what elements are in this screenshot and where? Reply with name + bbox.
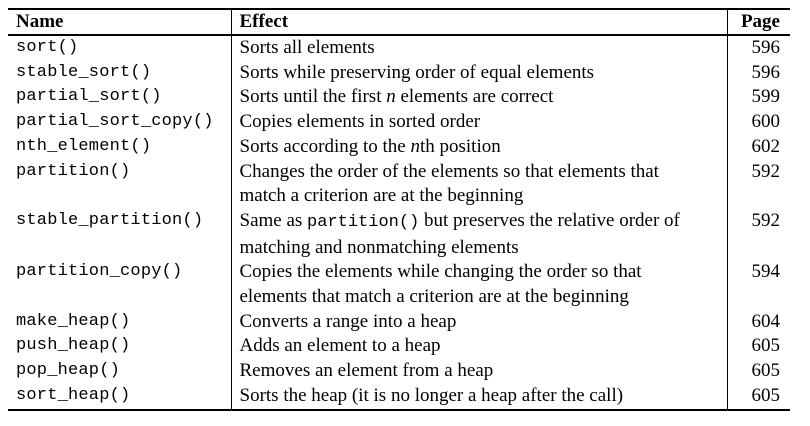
algorithm-page: 605 xyxy=(727,383,790,411)
algorithm-name: partition_copy() xyxy=(8,260,232,310)
table-row: push_heap() Adds an element to a heap 60… xyxy=(8,334,790,360)
effect-italic-n: n xyxy=(410,135,420,157)
algorithm-page: 605 xyxy=(751,335,781,357)
algorithm-effect: Removes an element from a heap xyxy=(231,359,728,384)
algorithm-name: make_heap() xyxy=(8,309,232,335)
effect-text: Sorts according to the xyxy=(239,135,411,157)
algorithm-page: 604 xyxy=(751,310,781,332)
effect-line: Same as partition() but preserves the re… xyxy=(240,209,717,236)
table-row: sort() Sorts all elements 596 xyxy=(8,35,790,61)
table-row: stable_partition() Same as partition() b… xyxy=(8,208,790,261)
table-row: partial_sort_copy() Copies elements in s… xyxy=(8,110,790,135)
effect-line: Changes the order of the elements so tha… xyxy=(239,160,659,182)
algorithm-page: 599 xyxy=(751,86,781,108)
effect-text: elements are correct xyxy=(395,86,554,108)
algorithm-name: nth_element() xyxy=(8,134,232,160)
header-effect: Effect xyxy=(231,8,728,36)
algorithm-name: partial_sort_copy() xyxy=(8,110,232,135)
algorithm-name: pop_heap() xyxy=(8,359,232,384)
algorithm-effect: Copies elements in sorted order xyxy=(231,110,728,135)
effect-line: match a criterion are at the beginning xyxy=(239,185,524,207)
header-page: Page xyxy=(727,8,790,36)
algorithm-effect: Sorts according to the nth position xyxy=(231,134,728,160)
algorithm-page: 594 xyxy=(751,261,781,283)
effect-line: matching and nonmatching elements xyxy=(239,236,519,258)
effect-text: Same as xyxy=(239,209,308,231)
effect-code: partition() xyxy=(307,212,420,232)
algorithm-effect: Sorts all elements xyxy=(231,35,728,61)
algorithm-page: 605 xyxy=(751,360,781,382)
effect-italic-n: n xyxy=(386,86,396,108)
table-header-row: Name Effect Page xyxy=(8,8,790,36)
algorithm-name: stable_partition() xyxy=(8,208,232,261)
table-row: nth_element() Sorts according to the nth… xyxy=(8,134,790,160)
algorithm-name: partial_sort() xyxy=(8,85,232,111)
effect-text: th position xyxy=(419,135,501,157)
algorithm-effect: Sorts the heap (it is no longer a heap a… xyxy=(231,383,728,411)
algorithm-page: 592 xyxy=(751,160,781,182)
algorithm-effect: Same as partition() but preserves the re… xyxy=(231,208,728,261)
header-name: Name xyxy=(8,8,232,36)
table-row: stable_sort() Sorts while preserving ord… xyxy=(8,60,790,86)
algorithm-name: partition() xyxy=(8,159,232,209)
algorithm-name: sort() xyxy=(8,35,232,61)
algorithm-table-container: Name Effect Page sort() Sorts all elemen… xyxy=(8,8,790,411)
table-row: partition_copy() Copies the elements whi… xyxy=(8,260,790,310)
algorithm-name: stable_sort() xyxy=(8,60,232,86)
algorithm-page: 596 xyxy=(751,37,781,58)
effect-line: elements that match a criterion are at t… xyxy=(239,286,629,308)
algorithm-name: sort_heap() xyxy=(8,383,232,411)
algorithm-effect: Converts a range into a heap xyxy=(231,309,728,335)
effect-line: Copies the elements while changing the o… xyxy=(239,261,642,283)
algorithm-effect: Adds an element to a heap xyxy=(231,334,728,360)
sorting-algorithms-table: Name Effect Page sort() Sorts all elemen… xyxy=(8,8,790,411)
algorithm-effect: Copies the elements while changing the o… xyxy=(231,260,728,310)
table-row: pop_heap() Removes an element from a hea… xyxy=(8,359,790,384)
table-row: make_heap() Converts a range into a heap… xyxy=(8,309,790,335)
table-row: partial_sort() Sorts until the first n e… xyxy=(8,85,790,111)
algorithm-effect: Changes the order of the elements so tha… xyxy=(231,159,728,209)
algorithm-name: push_heap() xyxy=(8,334,232,360)
algorithm-page: 592 xyxy=(751,209,781,231)
effect-text: Sorts until the first xyxy=(239,86,387,108)
algorithm-effect: Sorts while preserving order of equal el… xyxy=(231,60,728,86)
table-row: sort_heap() Sorts the heap (it is no lon… xyxy=(8,383,790,411)
algorithm-page: 596 xyxy=(751,61,781,83)
effect-text: but preserves the relative order of xyxy=(419,209,680,231)
algorithm-page: 602 xyxy=(751,135,781,157)
algorithm-page: 600 xyxy=(751,111,781,133)
algorithm-effect: Sorts until the first n elements are cor… xyxy=(231,85,728,111)
table-row: partition() Changes the order of the ele… xyxy=(8,159,790,209)
